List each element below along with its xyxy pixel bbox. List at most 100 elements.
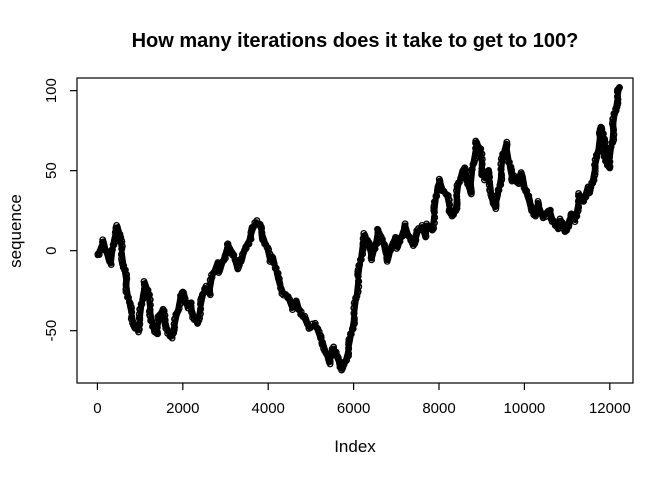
data-point-circle (591, 161, 599, 169)
x-tick-label: 6000 (337, 400, 370, 417)
data-point-circle (276, 280, 284, 288)
data-point-circle (486, 173, 493, 181)
data-point-circle (380, 239, 387, 247)
x-tick-label: 8000 (422, 400, 455, 417)
x-tick-label: 10000 (504, 400, 546, 417)
data-point-circle (258, 229, 266, 237)
data-point-circle (507, 163, 515, 171)
data-point-circle (385, 248, 393, 256)
data-point-circle (456, 178, 463, 186)
data-point-circle (445, 196, 453, 204)
data-point-circle (128, 308, 136, 316)
data-point-circle (187, 304, 195, 312)
data-point-circle (161, 321, 169, 329)
data-point-circle (234, 265, 242, 273)
data-point-circle (453, 196, 461, 204)
data-point-circle (401, 220, 409, 228)
y-axis-ticks: -50 0 50 100 (43, 78, 77, 342)
data-point-circle (114, 227, 122, 235)
data-point-circle (120, 262, 128, 270)
data-point-circle (574, 202, 582, 210)
data-point-circle (409, 242, 417, 249)
data-point-circle (550, 217, 558, 225)
data-point-circle (563, 226, 571, 234)
data-point-circle (145, 308, 153, 315)
data-point-circle (161, 311, 169, 319)
data-point-circle (374, 225, 381, 233)
y-tick-label: -50 (43, 320, 60, 342)
data-point-circle (140, 278, 148, 285)
data-point-circle (117, 251, 125, 259)
data-point-circle (534, 197, 542, 205)
data-point-circle (422, 229, 430, 237)
data-point-circle (278, 287, 286, 295)
data-point-circle (126, 300, 134, 308)
data-point-circle (498, 175, 506, 183)
data-point-circle (370, 246, 377, 254)
y-tick-label: 100 (43, 78, 60, 103)
chart-title: How many iterations does it take to get … (132, 30, 579, 52)
data-point-circle (196, 314, 204, 322)
x-axis-label: Index (334, 437, 376, 456)
data-point-circle (430, 202, 438, 210)
data-point-circle (237, 258, 245, 265)
data-point-circle (608, 120, 616, 128)
data-point-circle (585, 187, 593, 195)
data-point-circle (444, 192, 452, 200)
data-point-circle (525, 195, 533, 203)
data-point-circle (170, 320, 178, 328)
data-point-circle (581, 194, 589, 202)
data-point-circle (163, 325, 171, 333)
data-point-circle (128, 304, 135, 312)
y-axis-label: sequence (6, 194, 25, 268)
data-point-circle (121, 266, 129, 274)
data-point-circle (117, 233, 125, 241)
data-point-circle (345, 352, 352, 360)
data-series-sequence (94, 84, 623, 374)
data-point-circle (615, 84, 623, 91)
data-point-circle (354, 270, 362, 278)
data-point-circle (503, 150, 511, 157)
data-point-circle (238, 255, 245, 263)
data-point-circle (350, 314, 358, 322)
data-point-circle (486, 178, 494, 186)
data-point-circle (546, 207, 554, 215)
x-tick-label: 12000 (589, 400, 631, 417)
data-point-circle (359, 244, 367, 251)
data-point-circle (241, 246, 249, 254)
data-point-circle (206, 281, 214, 289)
data-point-circle (160, 307, 168, 315)
data-point-circle (135, 310, 143, 318)
data-point-circle (122, 277, 130, 285)
data-point-circle (135, 314, 143, 322)
data-point-circle (606, 147, 614, 155)
data-point-circle (211, 268, 219, 276)
data-point-circle (235, 261, 243, 269)
data-point-circle (497, 170, 505, 178)
data-point-circle (197, 297, 205, 305)
data-point-circle (384, 254, 392, 262)
data-point-circle (453, 191, 461, 199)
y-tick-label: 0 (43, 246, 60, 254)
data-point-circle (503, 141, 511, 149)
data-point-circle (198, 291, 206, 299)
y-tick-label: 50 (43, 162, 60, 179)
data-point-circle (430, 206, 438, 214)
data-point-circle (170, 324, 178, 332)
data-point-circle (311, 319, 319, 327)
data-point-circle (610, 133, 617, 141)
data-point-circle (606, 162, 614, 170)
data-point-circle (532, 212, 539, 220)
data-point-circle (591, 167, 599, 175)
data-point-circle (351, 298, 359, 306)
data-point-circle (350, 319, 358, 327)
data-point-circle (269, 255, 277, 263)
data-point-circle (422, 233, 430, 241)
plot-box (76, 77, 634, 384)
data-point-circle (614, 97, 622, 105)
data-point-circle (258, 225, 265, 233)
data-point-circle (486, 187, 494, 195)
data-point-circle (317, 334, 325, 342)
